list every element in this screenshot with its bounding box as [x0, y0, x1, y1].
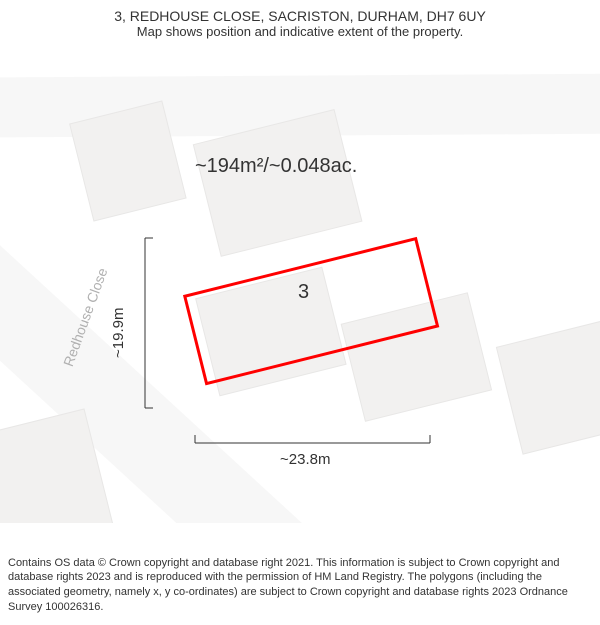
height-label: ~19.9m [110, 308, 127, 358]
page-title: 3, REDHOUSE CLOSE, SACRISTON, DURHAM, DH… [10, 8, 590, 24]
map-canvas: ~194m²/~0.048ac. 3 ~19.9m ~23.8m Redhous… [0, 43, 600, 523]
plot-number: 3 [298, 281, 309, 304]
area-label: ~194m²/~0.048ac. [195, 155, 357, 178]
copyright-footer: Contains OS data © Crown copyright and d… [0, 550, 600, 625]
page-subtitle: Map shows position and indicative extent… [10, 24, 590, 39]
header: 3, REDHOUSE CLOSE, SACRISTON, DURHAM, DH… [0, 0, 600, 43]
width-label: ~23.8m [280, 451, 330, 468]
